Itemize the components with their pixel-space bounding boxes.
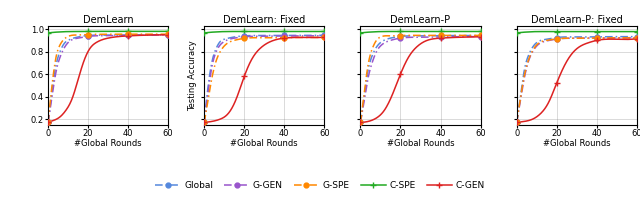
Y-axis label: Testing Accuracy: Testing Accuracy xyxy=(188,40,197,111)
Title: DemLearn: Fixed: DemLearn: Fixed xyxy=(223,15,305,25)
Title: DemLearn-P: DemLearn-P xyxy=(390,15,451,25)
X-axis label: #Global Rounds: #Global Rounds xyxy=(387,139,454,148)
X-axis label: #Global Rounds: #Global Rounds xyxy=(543,139,611,148)
X-axis label: #Global Rounds: #Global Rounds xyxy=(74,139,142,148)
Title: DemLearn: DemLearn xyxy=(83,15,133,25)
Title: DemLearn-P: Fixed: DemLearn-P: Fixed xyxy=(531,15,623,25)
Legend: Global, G-GEN, G-SPE, C-SPE, C-GEN: Global, G-GEN, G-SPE, C-SPE, C-GEN xyxy=(152,177,488,193)
X-axis label: #Global Rounds: #Global Rounds xyxy=(230,139,298,148)
